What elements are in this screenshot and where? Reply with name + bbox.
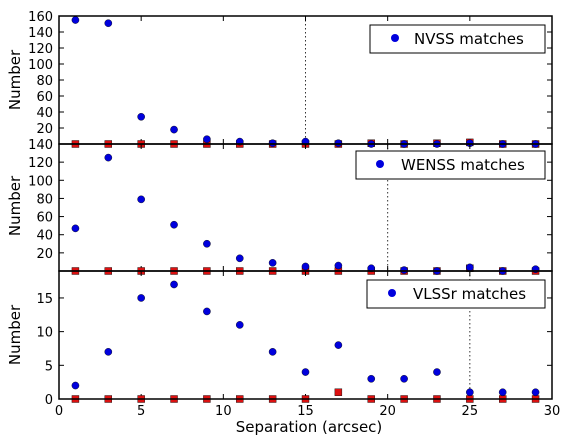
panel-vlssr-ylabel: Number bbox=[6, 304, 24, 365]
data-point-circle bbox=[104, 153, 113, 162]
data-point-circle bbox=[400, 374, 408, 383]
x-tick-label: 15 bbox=[297, 404, 314, 419]
x-tick-label: 20 bbox=[379, 404, 396, 419]
data-point-circle bbox=[334, 341, 343, 349]
y-tick-label: 100 bbox=[28, 58, 53, 73]
data-point-circle bbox=[433, 368, 441, 376]
y-tick-label: 160 bbox=[28, 10, 53, 25]
panel-vlssr: Number 0 5 10 15 0 5 10 15 20 25 30 VLSSr matches bbox=[6, 270, 561, 419]
data-point-circle bbox=[400, 266, 408, 274]
data-point-circle bbox=[466, 263, 474, 272]
y-tick-label: 40 bbox=[36, 106, 53, 121]
y-tick-label: 5 bbox=[45, 359, 53, 374]
x-tick-label: 25 bbox=[462, 404, 479, 419]
x-axis-label: Separation (arcsec) bbox=[236, 418, 383, 436]
data-point-circle bbox=[367, 374, 376, 383]
data-point-circle bbox=[334, 261, 343, 270]
y-tick-label: 120 bbox=[28, 42, 53, 57]
y-tick-label: 40 bbox=[36, 229, 53, 244]
data-point-square bbox=[334, 388, 343, 396]
plot-frame bbox=[58, 270, 553, 400]
panel-wenss-legend-box bbox=[355, 150, 546, 180]
data-point-circle bbox=[71, 224, 80, 233]
y-tick-label: 60 bbox=[36, 211, 53, 226]
data-point-circle bbox=[531, 388, 540, 397]
data-point-circle bbox=[498, 388, 507, 397]
panel-vlssr-legend-marker bbox=[388, 289, 396, 297]
data-point-circle bbox=[334, 139, 343, 147]
data-point-circle bbox=[104, 348, 113, 356]
data-point-circle bbox=[104, 19, 113, 28]
y-tick-label: 20 bbox=[36, 122, 53, 137]
panel-nvss-legend-marker bbox=[391, 34, 399, 42]
panel-vlssr-plot: 0 5 10 15 0 5 10 15 20 25 30 bbox=[36, 270, 561, 419]
panel-wenss-legend: WENSS matches bbox=[355, 150, 546, 180]
data-point-circle bbox=[170, 125, 178, 134]
panel-nvss-legend-label: NVSS matches bbox=[414, 30, 524, 48]
data-point-circle bbox=[137, 294, 145, 302]
data-point-circle bbox=[203, 307, 211, 316]
data-point-circle bbox=[137, 113, 145, 121]
x-tick-label: 10 bbox=[215, 404, 232, 419]
x-tick-label: 5 bbox=[137, 404, 145, 419]
y-tick-label: 15 bbox=[36, 292, 53, 307]
data-point-circle bbox=[367, 264, 376, 273]
data-point-circle bbox=[71, 381, 80, 390]
panel-vlssr-legend-label: VLSSr matches bbox=[413, 285, 526, 303]
panel-nvss-legend: NVSS matches bbox=[369, 24, 546, 54]
data-point-circle bbox=[170, 220, 178, 229]
panel-vlssr-legend-box bbox=[366, 279, 546, 309]
data-point-circle bbox=[203, 135, 211, 143]
y-tick-label: 120 bbox=[28, 156, 53, 171]
data-point-circle bbox=[268, 348, 277, 356]
panel-wenss: Number 20 40 60 80 100 120 140 WENSS matches bbox=[6, 138, 553, 275]
panel-wenss-legend-label: WENSS matches bbox=[401, 156, 525, 174]
panel-wenss-ylabel: Number bbox=[6, 175, 24, 236]
data-point-circle bbox=[301, 262, 310, 271]
data-point-circle bbox=[466, 388, 474, 397]
data-point-circle bbox=[268, 139, 277, 147]
panel-nvss-legend-box bbox=[369, 24, 546, 54]
data-point-circle bbox=[71, 16, 80, 24]
data-point-circle bbox=[170, 280, 178, 289]
y-tick-label: 0 bbox=[45, 393, 53, 408]
data-point-circle bbox=[235, 321, 244, 329]
y-tick-label: 10 bbox=[36, 326, 53, 341]
y-tick-label: 140 bbox=[28, 26, 53, 41]
data-point-circle bbox=[137, 195, 145, 204]
panel-wenss-legend-marker bbox=[376, 160, 384, 168]
y-tick-label: 140 bbox=[28, 138, 53, 153]
y-tick-label: 80 bbox=[36, 74, 53, 89]
data-point-circle bbox=[268, 259, 277, 267]
y-tick-label: 60 bbox=[36, 90, 53, 105]
y-tick-label: 80 bbox=[36, 192, 53, 207]
data-point-circle bbox=[203, 239, 211, 248]
x-tick-label: 0 bbox=[55, 404, 63, 419]
x-tick-label: 30 bbox=[544, 404, 561, 419]
data-point-circle bbox=[301, 368, 310, 376]
y-tick-label: 20 bbox=[36, 247, 53, 262]
y-tick-label: 100 bbox=[28, 174, 53, 189]
data-point-circle bbox=[235, 254, 244, 263]
panel-vlssr-legend: VLSSr matches bbox=[366, 279, 546, 309]
panel-nvss-ylabel: Number bbox=[6, 49, 24, 110]
